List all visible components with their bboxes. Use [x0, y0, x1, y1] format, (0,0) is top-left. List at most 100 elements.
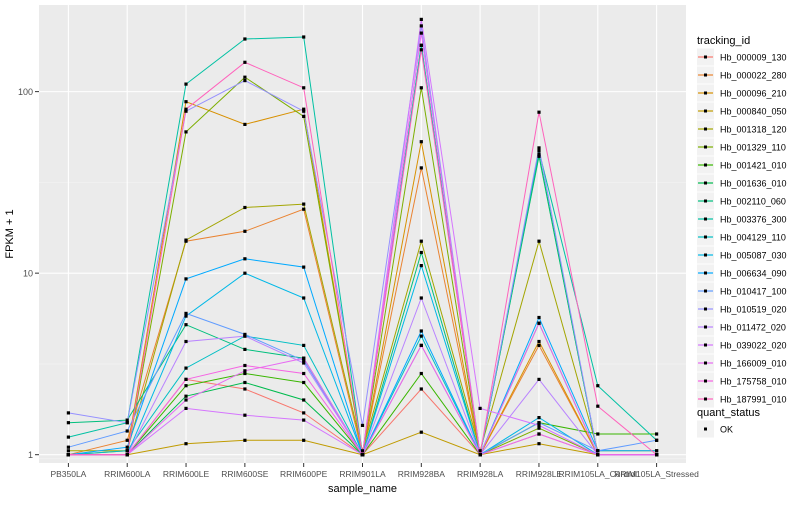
legend-label: Hb_010519_020: [720, 305, 787, 315]
legend-key-point: [704, 325, 707, 329]
data-point: [419, 264, 423, 268]
data-point: [184, 366, 188, 370]
data-point: [184, 238, 188, 242]
data-point: [537, 377, 541, 381]
y-axis: 1 10 100: [18, 87, 39, 460]
data-point: [302, 418, 306, 422]
data-point: [66, 411, 70, 415]
legend-key-point: [704, 55, 707, 59]
legend-key-point: [704, 235, 707, 239]
data-point: [243, 387, 247, 391]
data-point: [243, 332, 247, 336]
data-point: [537, 146, 541, 150]
legend-key-point: [704, 109, 707, 113]
legend-label: Hb_004129_110: [720, 233, 786, 243]
data-point: [125, 418, 129, 422]
data-point: [302, 356, 306, 360]
data-point: [243, 122, 247, 126]
data-point: [537, 153, 541, 157]
data-point: [66, 449, 70, 453]
legend-shape-title: quant_status: [697, 407, 760, 419]
data-point: [184, 377, 188, 381]
data-point: [302, 86, 306, 90]
legend-label: Hb_039022_020: [720, 341, 787, 351]
data-point: [125, 445, 129, 449]
data-point: [596, 404, 600, 408]
legend: tracking_id Hb_000009_130 Hb_000022_280 Hb…: [697, 35, 787, 438]
data-point: [243, 79, 247, 83]
data-points: [66, 17, 659, 457]
y-axis-label: FPKM + 1: [4, 209, 16, 258]
data-point: [302, 411, 306, 415]
x-tick-label: RRIM600SE: [221, 469, 269, 479]
data-point: [302, 265, 306, 269]
legend-key-point: [704, 361, 707, 365]
x-tick-label: RRIM928BA: [398, 469, 446, 479]
legend-label: Hb_005087_030: [720, 251, 787, 261]
data-point: [302, 361, 306, 365]
x-tick-label: RRIM105LA_Stressed: [614, 469, 699, 479]
data-point: [360, 453, 365, 457]
legend-key-point: [704, 271, 707, 275]
gridlines: [39, 5, 686, 463]
data-point: [184, 323, 188, 327]
data-point: [184, 442, 188, 446]
legend-key-point: [704, 181, 707, 185]
data-point: [184, 314, 188, 318]
legend-key-point: [704, 289, 707, 293]
data-point: [125, 421, 129, 425]
data-point: [419, 239, 423, 243]
x-tick-label: RRIM901LA: [339, 469, 386, 479]
data-point: [537, 421, 541, 425]
data-point: [302, 109, 306, 113]
data-point: [302, 438, 306, 442]
legend-key-point: [704, 91, 707, 95]
legend-key-point: [704, 73, 707, 77]
data-point: [419, 250, 423, 255]
data-point: [655, 453, 659, 457]
legend-label: Hb_000022_280: [720, 71, 787, 81]
data-point: [537, 154, 541, 158]
data-point: [184, 384, 188, 388]
y-tick-label: 1: [28, 450, 33, 460]
data-point: [184, 339, 188, 344]
data-point: [184, 82, 188, 86]
data-point: [66, 421, 70, 425]
data-point: [655, 449, 659, 453]
legend-label: Hb_001421_010: [720, 161, 787, 171]
x-axis: PB350LA RRIM600LA RRIM600LE RRIM600SE RRIM60…: [50, 463, 699, 479]
x-tick-label: RRIM600LA: [104, 469, 151, 479]
legend-key-point: [704, 397, 707, 401]
legend-title: tracking_id: [697, 35, 750, 47]
data-point: [596, 384, 600, 388]
data-point: [184, 394, 188, 398]
legend-key-point: [704, 145, 707, 149]
data-point: [419, 166, 423, 170]
data-point: [596, 453, 600, 457]
data-point: [302, 296, 306, 300]
data-point: [419, 86, 423, 90]
data-point: [419, 371, 423, 376]
legend-label: Hb_001318_120: [720, 125, 787, 135]
legend-key-point: [704, 127, 707, 131]
data-point: [243, 371, 247, 376]
data-point: [537, 239, 541, 243]
data-point: [596, 449, 600, 453]
legend-label: Hb_001329_110: [720, 143, 786, 153]
data-point: [66, 453, 70, 457]
data-point: [302, 343, 306, 347]
data-point: [66, 435, 70, 439]
data-point: [419, 48, 423, 52]
data-point: [302, 107, 306, 111]
legend-label: Hb_006634_090: [720, 269, 787, 279]
data-point: [184, 130, 188, 134]
data-point: [537, 426, 541, 430]
legend-key-point: [704, 343, 707, 347]
data-point: [243, 205, 247, 210]
data-point: [243, 60, 247, 64]
legend-label: Hb_000840_050: [720, 107, 787, 117]
x-tick-label: RRIM600PE: [280, 469, 328, 479]
x-tick-label: RRIM600LE: [163, 469, 210, 479]
data-point: [243, 380, 247, 385]
